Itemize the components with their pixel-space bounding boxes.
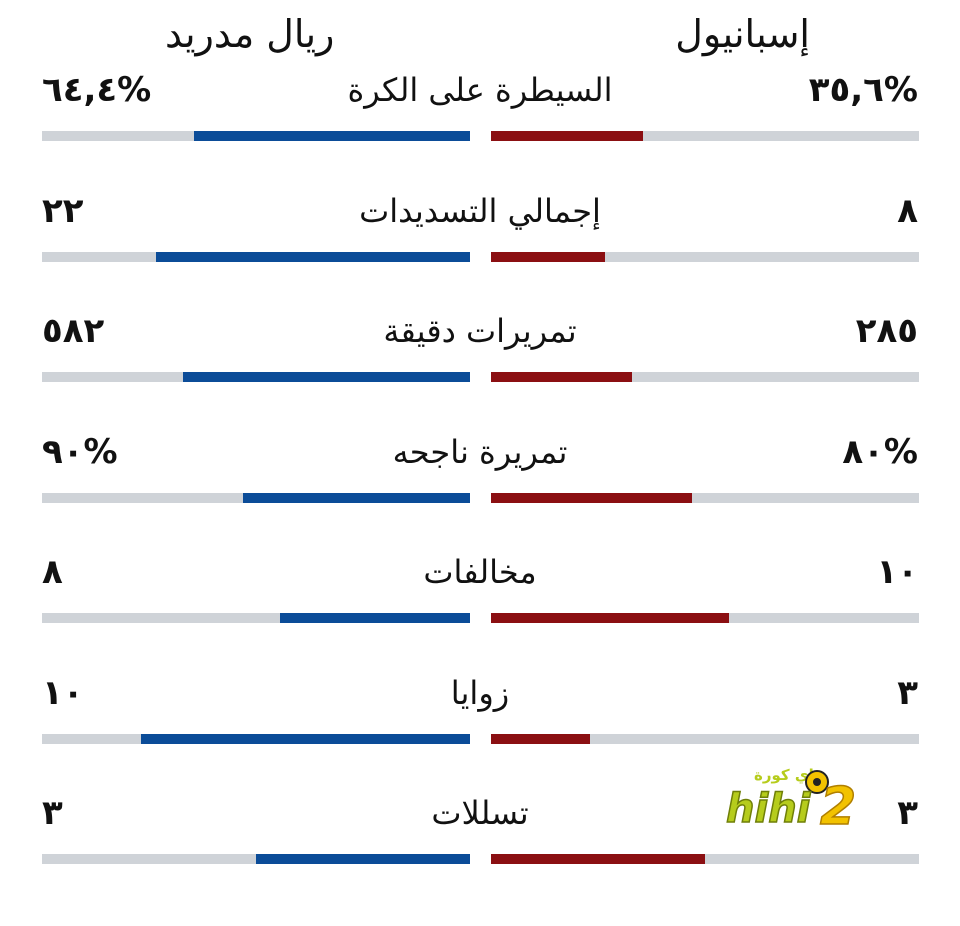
stat-bar-espanyol: [491, 613, 729, 623]
stat-value-espanyol: ٣: [897, 793, 918, 833]
stat-bar-track-real-madrid: [42, 854, 470, 864]
watermark-logo-digit: 2: [820, 777, 856, 830]
hihi2-watermark-logo: هاي كورة hihi 2: [725, 766, 857, 830]
stat-bar-track-espanyol: [491, 492, 919, 503]
stat-bar-track-real-madrid: [42, 492, 470, 503]
stat-value-espanyol: ٨: [897, 190, 918, 231]
stat-bar-track-real-madrid: [42, 733, 470, 744]
stat-value-real-madrid: ٢٢: [42, 190, 84, 231]
stat-value-real-madrid: ٨: [42, 552, 63, 592]
stat-value-espanyol: ١٠: [876, 552, 918, 592]
stat-bar-espanyol: [491, 854, 705, 864]
stat-bar-espanyol: [491, 733, 590, 744]
stat-bar-real-madrid: [141, 733, 470, 744]
team-name-espanyol: إسبانيول: [675, 12, 810, 56]
stat-bar-track-real-madrid: [42, 131, 470, 141]
stat-row: ٢٨٥ تمريرات دقيقة ٥٨٢: [0, 309, 960, 419]
stat-bar-track-espanyol: [491, 613, 919, 623]
stat-value-real-madrid: ٣: [42, 793, 63, 833]
stat-bar-real-madrid: [280, 613, 470, 623]
stat-label: السيطرة على الكرة: [347, 71, 613, 109]
team-name-real-madrid: ريال مدريد: [165, 12, 335, 56]
stat-row: ٣٥,٦% السيطرة على الكرة ٦٤,٤%: [0, 68, 960, 178]
stat-row: ٨ إجمالي التسديدات ٢٢: [0, 189, 960, 299]
stat-label: مخالفات: [423, 553, 537, 591]
stat-bar-real-madrid: [194, 131, 470, 141]
watermark-logo-text: hihi: [726, 786, 812, 830]
stat-value-espanyol: ٢٨٥: [855, 311, 918, 351]
stat-bar-espanyol: [491, 251, 605, 262]
stat-bar-real-madrid: [183, 372, 470, 382]
stat-bar-espanyol: [491, 131, 643, 141]
stat-bar-real-madrid: [256, 854, 470, 864]
stat-bar-track-real-madrid: [42, 251, 470, 262]
stat-value-real-madrid: ٩٠%: [42, 431, 118, 472]
stat-row: ١٠ مخالفات ٨: [0, 550, 960, 660]
stat-bar-espanyol: [491, 372, 632, 382]
stat-row: ٣ زوايا ١٠: [0, 671, 960, 781]
stat-row: ٣ تسللات ٣: [0, 791, 960, 901]
stat-bar-track-espanyol: [491, 733, 919, 744]
stat-bar-track-espanyol: [491, 854, 919, 864]
stat-value-espanyol: ٨٠%: [842, 431, 918, 472]
stat-value-real-madrid: ٥٨٢: [42, 311, 105, 351]
stat-bar-track-espanyol: [491, 372, 919, 382]
stat-bar-track-espanyol: [491, 251, 919, 262]
stat-bar-espanyol: [491, 492, 692, 503]
stat-label: تمريرة ناجحه: [392, 432, 568, 471]
stat-bar-track-real-madrid: [42, 372, 470, 382]
stat-value-real-madrid: ٦٤,٤%: [42, 70, 152, 110]
stat-label: تمريرات دقيقة: [383, 312, 577, 350]
stat-value-real-madrid: ١٠: [42, 672, 84, 713]
stat-value-espanyol: ٣: [897, 672, 918, 713]
stat-value-espanyol: ٣٥,٦%: [808, 70, 918, 110]
stat-label: زوايا: [450, 673, 510, 712]
stat-bar-track-espanyol: [491, 131, 919, 141]
stat-bar-real-madrid: [243, 492, 470, 503]
stat-label: تسللات: [431, 794, 529, 832]
stat-bar-real-madrid: [156, 251, 470, 262]
stat-row: ٨٠% تمريرة ناجحه ٩٠%: [0, 430, 960, 540]
stat-label: إجمالي التسديدات: [359, 191, 601, 230]
stat-bar-track-real-madrid: [42, 613, 470, 623]
